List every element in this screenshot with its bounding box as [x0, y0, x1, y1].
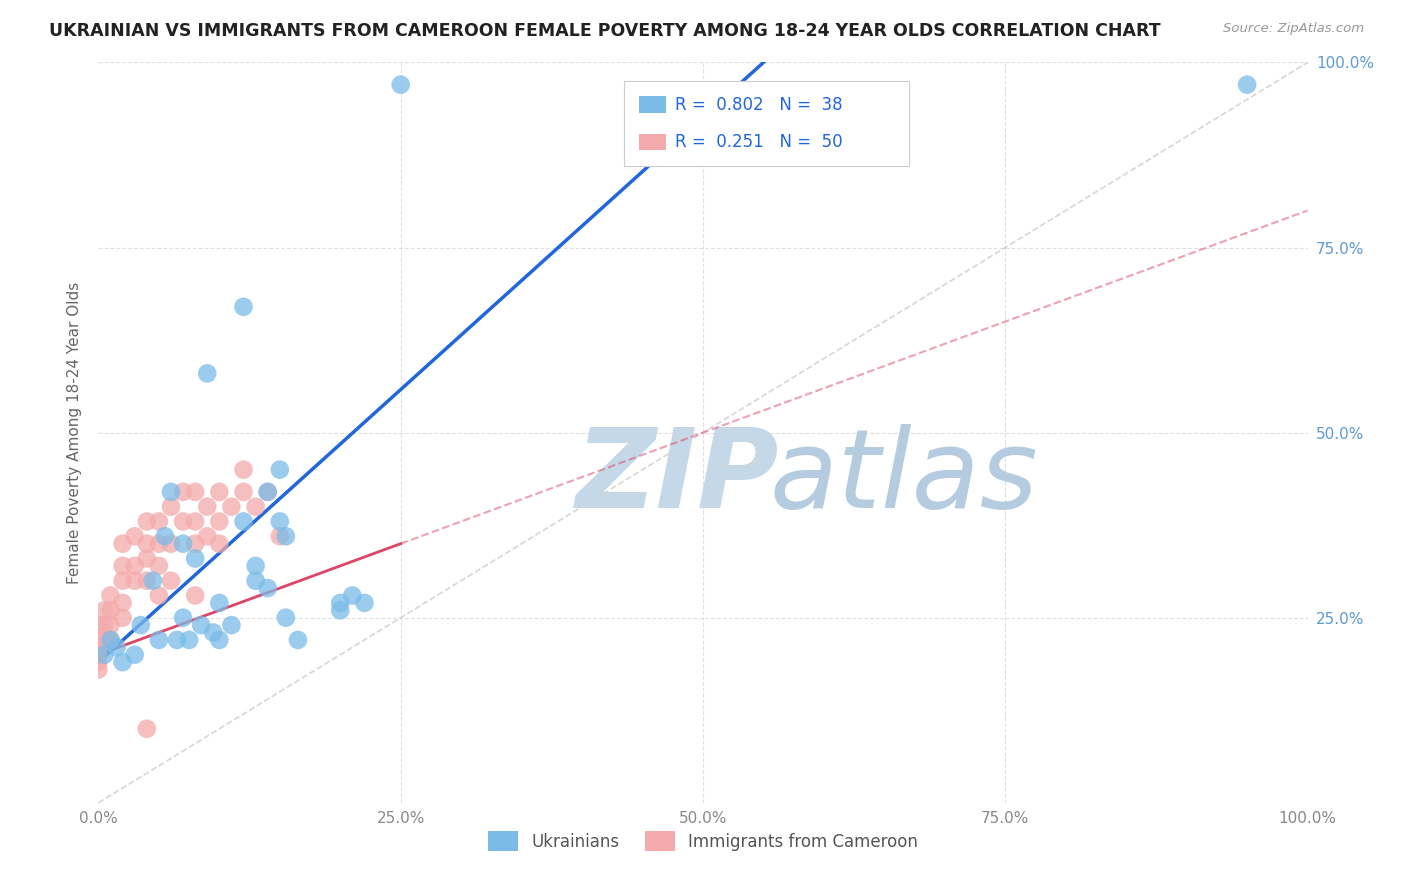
Point: [148, 558, 170, 573]
Text: R =  0.802   N =  38: R = 0.802 N = 38: [675, 95, 842, 113]
Point: [129, 618, 152, 632]
Y-axis label: Female Poverty Among 18-24 Year Olds: Female Poverty Among 18-24 Year Olds: [67, 282, 83, 583]
Point: [208, 632, 231, 647]
Point: [148, 632, 170, 647]
Point: [87, 618, 110, 632]
Point: [245, 574, 267, 588]
Point: [232, 300, 254, 314]
Point: [221, 500, 243, 514]
Point: [1236, 78, 1258, 92]
Text: atlas: atlas: [769, 424, 1038, 531]
Point: [111, 596, 134, 610]
Point: [111, 574, 134, 588]
Point: [100, 632, 122, 647]
Point: [87, 648, 110, 662]
Point: [287, 632, 309, 647]
Point: [195, 500, 218, 514]
Point: [232, 484, 254, 499]
Point: [172, 610, 194, 624]
Point: [208, 536, 231, 550]
Point: [142, 574, 165, 588]
FancyBboxPatch shape: [638, 134, 665, 150]
Point: [100, 589, 122, 603]
Point: [274, 529, 297, 543]
Point: [160, 574, 183, 588]
FancyBboxPatch shape: [638, 96, 665, 112]
FancyBboxPatch shape: [624, 81, 908, 166]
Text: ZIP: ZIP: [576, 424, 779, 531]
Point: [111, 655, 134, 669]
Point: [184, 589, 207, 603]
Point: [184, 536, 207, 550]
Point: [269, 462, 291, 476]
Point: [256, 484, 278, 499]
Point: [124, 558, 146, 573]
Point: [153, 529, 176, 543]
Point: [184, 551, 207, 566]
Point: [166, 632, 188, 647]
Point: [184, 484, 207, 499]
Point: [111, 558, 134, 573]
Point: [87, 655, 110, 669]
Legend: Ukrainians, Immigrants from Cameroon: Ukrainians, Immigrants from Cameroon: [481, 825, 925, 857]
Point: [148, 515, 170, 529]
Point: [208, 515, 231, 529]
Point: [124, 529, 146, 543]
Point: [100, 618, 122, 632]
Point: [274, 610, 297, 624]
Point: [208, 484, 231, 499]
Point: [111, 536, 134, 550]
Point: [172, 484, 194, 499]
Point: [172, 536, 194, 550]
Point: [135, 536, 157, 550]
Point: [105, 640, 128, 655]
Point: [190, 618, 212, 632]
Point: [111, 610, 134, 624]
Point: [353, 596, 375, 610]
Point: [100, 632, 122, 647]
Point: [329, 596, 352, 610]
Point: [195, 367, 218, 381]
Point: [93, 603, 115, 617]
Point: [389, 78, 412, 92]
Point: [160, 484, 183, 499]
Point: [269, 529, 291, 543]
Point: [179, 632, 201, 647]
Text: R =  0.251   N =  50: R = 0.251 N = 50: [675, 133, 842, 151]
Point: [135, 515, 157, 529]
Point: [195, 529, 218, 543]
Point: [135, 722, 157, 736]
Point: [342, 589, 364, 603]
Point: [87, 640, 110, 655]
Point: [232, 515, 254, 529]
Point: [208, 596, 231, 610]
Point: [202, 625, 225, 640]
Point: [124, 574, 146, 588]
Point: [256, 484, 278, 499]
Point: [184, 515, 207, 529]
Point: [135, 551, 157, 566]
Point: [160, 536, 183, 550]
Point: [172, 515, 194, 529]
Point: [124, 648, 146, 662]
Point: [93, 618, 115, 632]
Point: [148, 536, 170, 550]
Text: UKRAINIAN VS IMMIGRANTS FROM CAMEROON FEMALE POVERTY AMONG 18-24 YEAR OLDS CORRE: UKRAINIAN VS IMMIGRANTS FROM CAMEROON FE…: [49, 22, 1161, 40]
Point: [232, 462, 254, 476]
Point: [329, 603, 352, 617]
Point: [93, 648, 115, 662]
Text: Source: ZipAtlas.com: Source: ZipAtlas.com: [1223, 22, 1364, 36]
Point: [245, 500, 267, 514]
Point: [135, 574, 157, 588]
Point: [148, 589, 170, 603]
Point: [256, 581, 278, 595]
Point: [245, 558, 267, 573]
Point: [160, 500, 183, 514]
Point: [221, 618, 243, 632]
Point: [87, 663, 110, 677]
Point: [269, 515, 291, 529]
Point: [93, 632, 115, 647]
Point: [87, 632, 110, 647]
Point: [100, 603, 122, 617]
